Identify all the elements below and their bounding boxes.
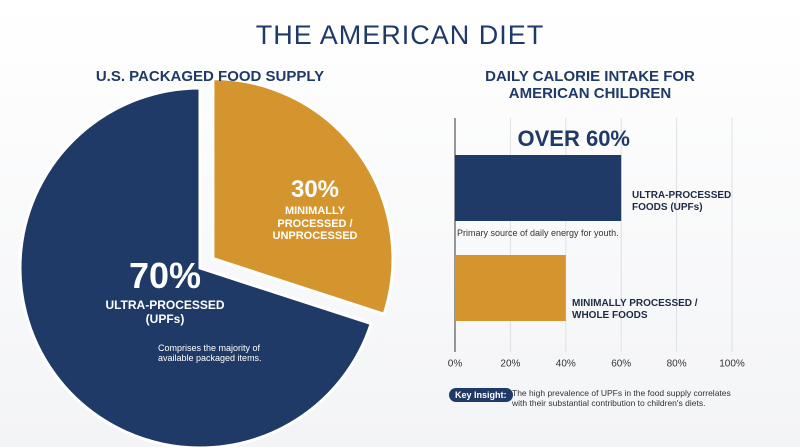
slice-value-label: 70% [128, 255, 202, 296]
x-tick-label: 60% [611, 359, 631, 370]
pie-slice [211, 77, 395, 317]
x-tick-label: 40% [556, 359, 576, 370]
page-title: THE AMERICAN DIET [255, 20, 545, 50]
bar-value-label: OVER 60% [517, 126, 631, 151]
x-tick-label: 80% [667, 359, 687, 370]
slice-value-label: 30% [290, 176, 340, 203]
bar-category-label: ULTRA-PROCESSED FOODS (UPFs) [632, 190, 732, 213]
pie-note: Comprises the majority of available pack… [158, 343, 262, 364]
bar [455, 255, 566, 321]
pie-title: U.S. PACKAGED FOOD SUPPLY [95, 68, 325, 85]
x-tick-label: 20% [500, 359, 520, 370]
x-tick-label: 100% [719, 359, 745, 370]
key-insight-label: Key Insight: [449, 388, 513, 403]
bar-title: DAILY CALORIE INTAKE FOR AMERICAN CHILDR… [485, 68, 695, 103]
key-insight-text: The high prevalence of UPFs in the food … [512, 388, 731, 408]
pie-slice [18, 86, 374, 447]
slice-label: ULTRA-PROCESSED (UPFs) [105, 298, 225, 326]
slice-label: MINIMALLY PROCESSED / UNPROCESSED [272, 205, 358, 243]
x-tick-label: 0% [448, 359, 463, 370]
bar [455, 155, 622, 221]
bar-note: Primary source of daily energy for youth… [457, 228, 619, 238]
bar-category-label: MINIMALLY PROCESSED / WHOLE FOODS [572, 298, 698, 321]
